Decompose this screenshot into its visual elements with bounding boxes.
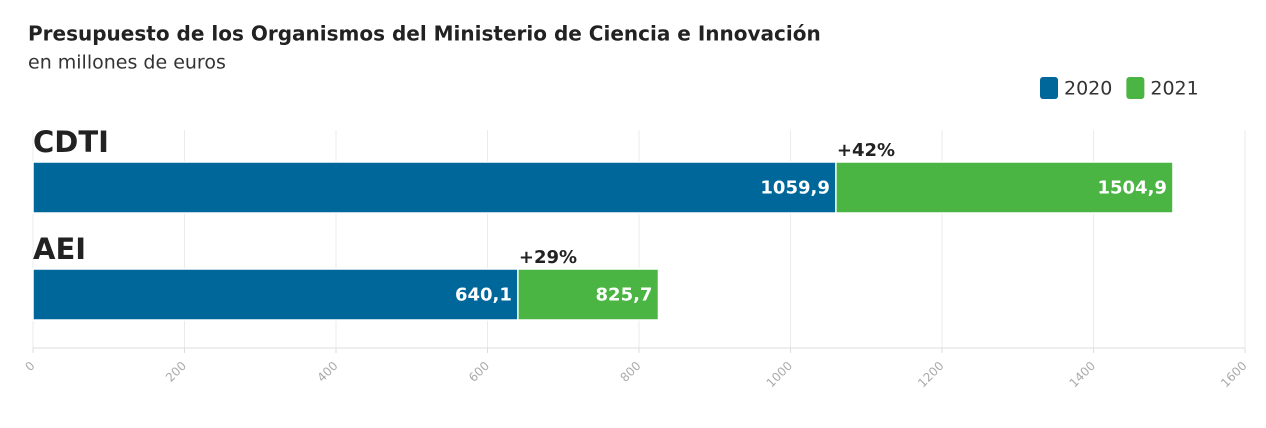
value-label: 1504,9 xyxy=(1097,178,1166,199)
x-tick-label: 800 xyxy=(617,359,643,385)
value-label: 640,1 xyxy=(455,285,512,306)
x-tick-label: 1200 xyxy=(915,359,946,390)
x-tick-label: 200 xyxy=(163,359,189,385)
x-tick-label: 1000 xyxy=(764,359,795,390)
legend-swatch xyxy=(1040,77,1058,99)
legend-swatch xyxy=(1126,77,1145,99)
change-label: +42% xyxy=(837,140,895,161)
bar xyxy=(32,161,837,214)
legend-label: 2020 xyxy=(1064,78,1112,100)
category-label: AEI xyxy=(33,232,86,266)
legend-label: 2021 xyxy=(1150,78,1198,100)
chart-subtitle: en millones de euros xyxy=(28,52,226,74)
chart-title: Presupuesto de los Organismos del Minist… xyxy=(28,22,821,46)
value-label: 825,7 xyxy=(596,285,653,306)
value-label: 1059,9 xyxy=(760,178,829,199)
category-label: CDTI xyxy=(33,125,109,159)
change-label: +29% xyxy=(519,247,577,268)
bar xyxy=(32,268,519,321)
x-tick-label: 600 xyxy=(466,359,492,385)
x-tick-label: 0 xyxy=(22,359,37,374)
x-tick-label: 1600 xyxy=(1218,359,1249,390)
x-tick-label: 1400 xyxy=(1067,359,1098,390)
x-tick-label: 400 xyxy=(314,359,340,385)
